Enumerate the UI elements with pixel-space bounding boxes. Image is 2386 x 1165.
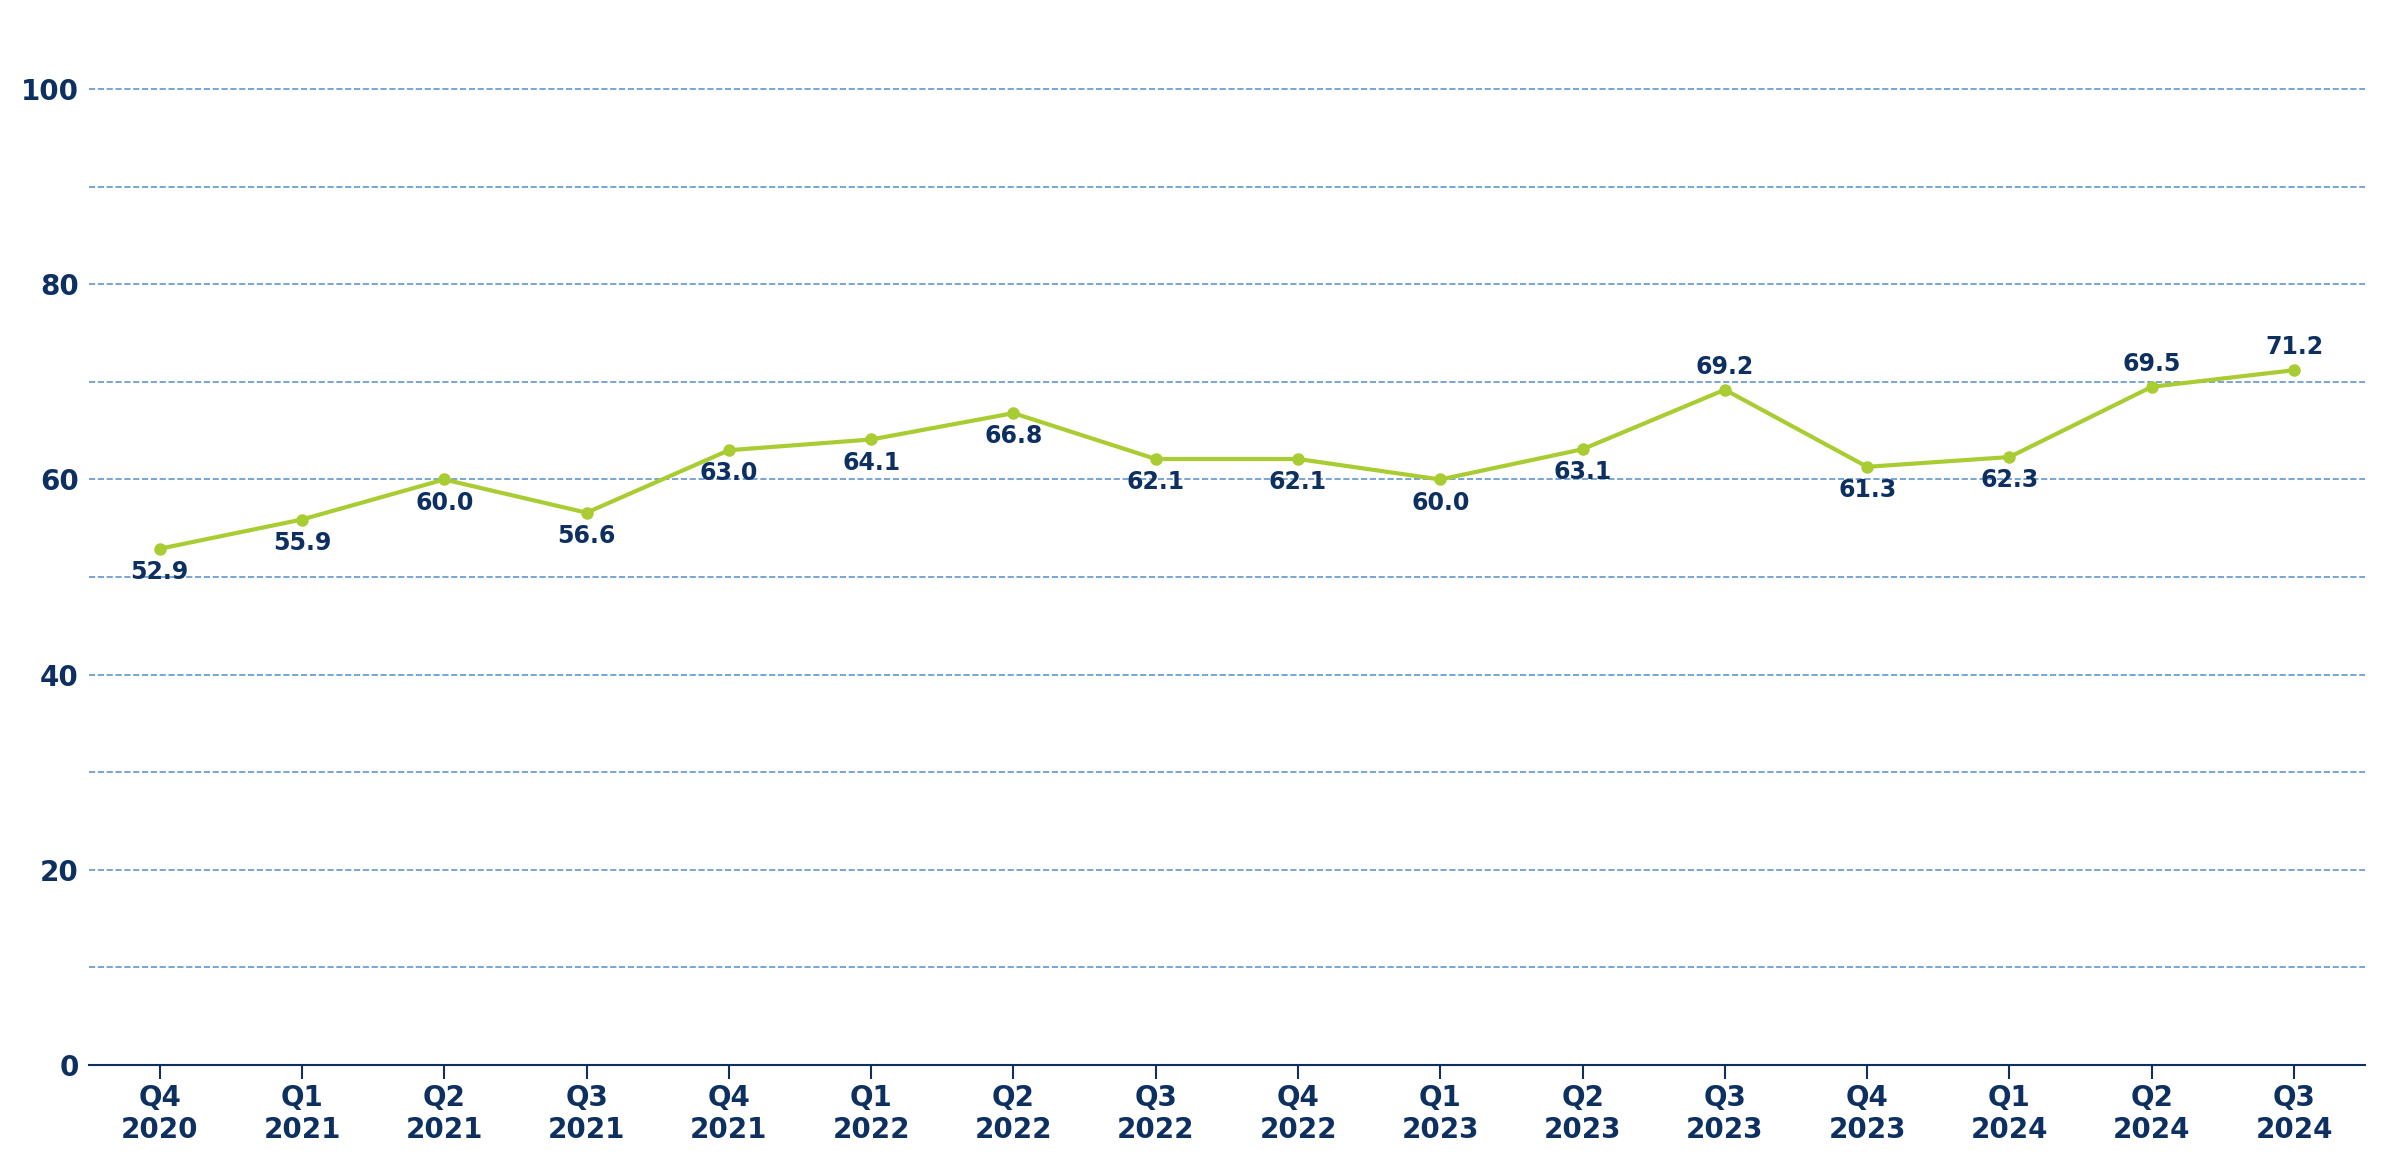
Text: 62.1: 62.1	[1269, 471, 1327, 494]
Text: 60.0: 60.0	[415, 490, 472, 515]
Text: 64.1: 64.1	[842, 451, 900, 474]
Text: 56.6: 56.6	[558, 524, 616, 548]
Text: 61.3: 61.3	[1837, 478, 1897, 502]
Text: 63.0: 63.0	[699, 461, 759, 486]
Text: 69.5: 69.5	[2124, 352, 2181, 375]
Text: 52.9: 52.9	[131, 560, 188, 584]
Text: 63.1: 63.1	[1553, 460, 1611, 485]
Text: 60.0: 60.0	[1410, 490, 1470, 515]
Text: 55.9: 55.9	[272, 530, 332, 555]
Text: 71.2: 71.2	[2264, 336, 2324, 359]
Text: 66.8: 66.8	[985, 424, 1043, 449]
Text: 69.2: 69.2	[1696, 354, 1754, 379]
Text: 62.3: 62.3	[1980, 468, 2038, 492]
Text: 62.1: 62.1	[1126, 471, 1186, 494]
